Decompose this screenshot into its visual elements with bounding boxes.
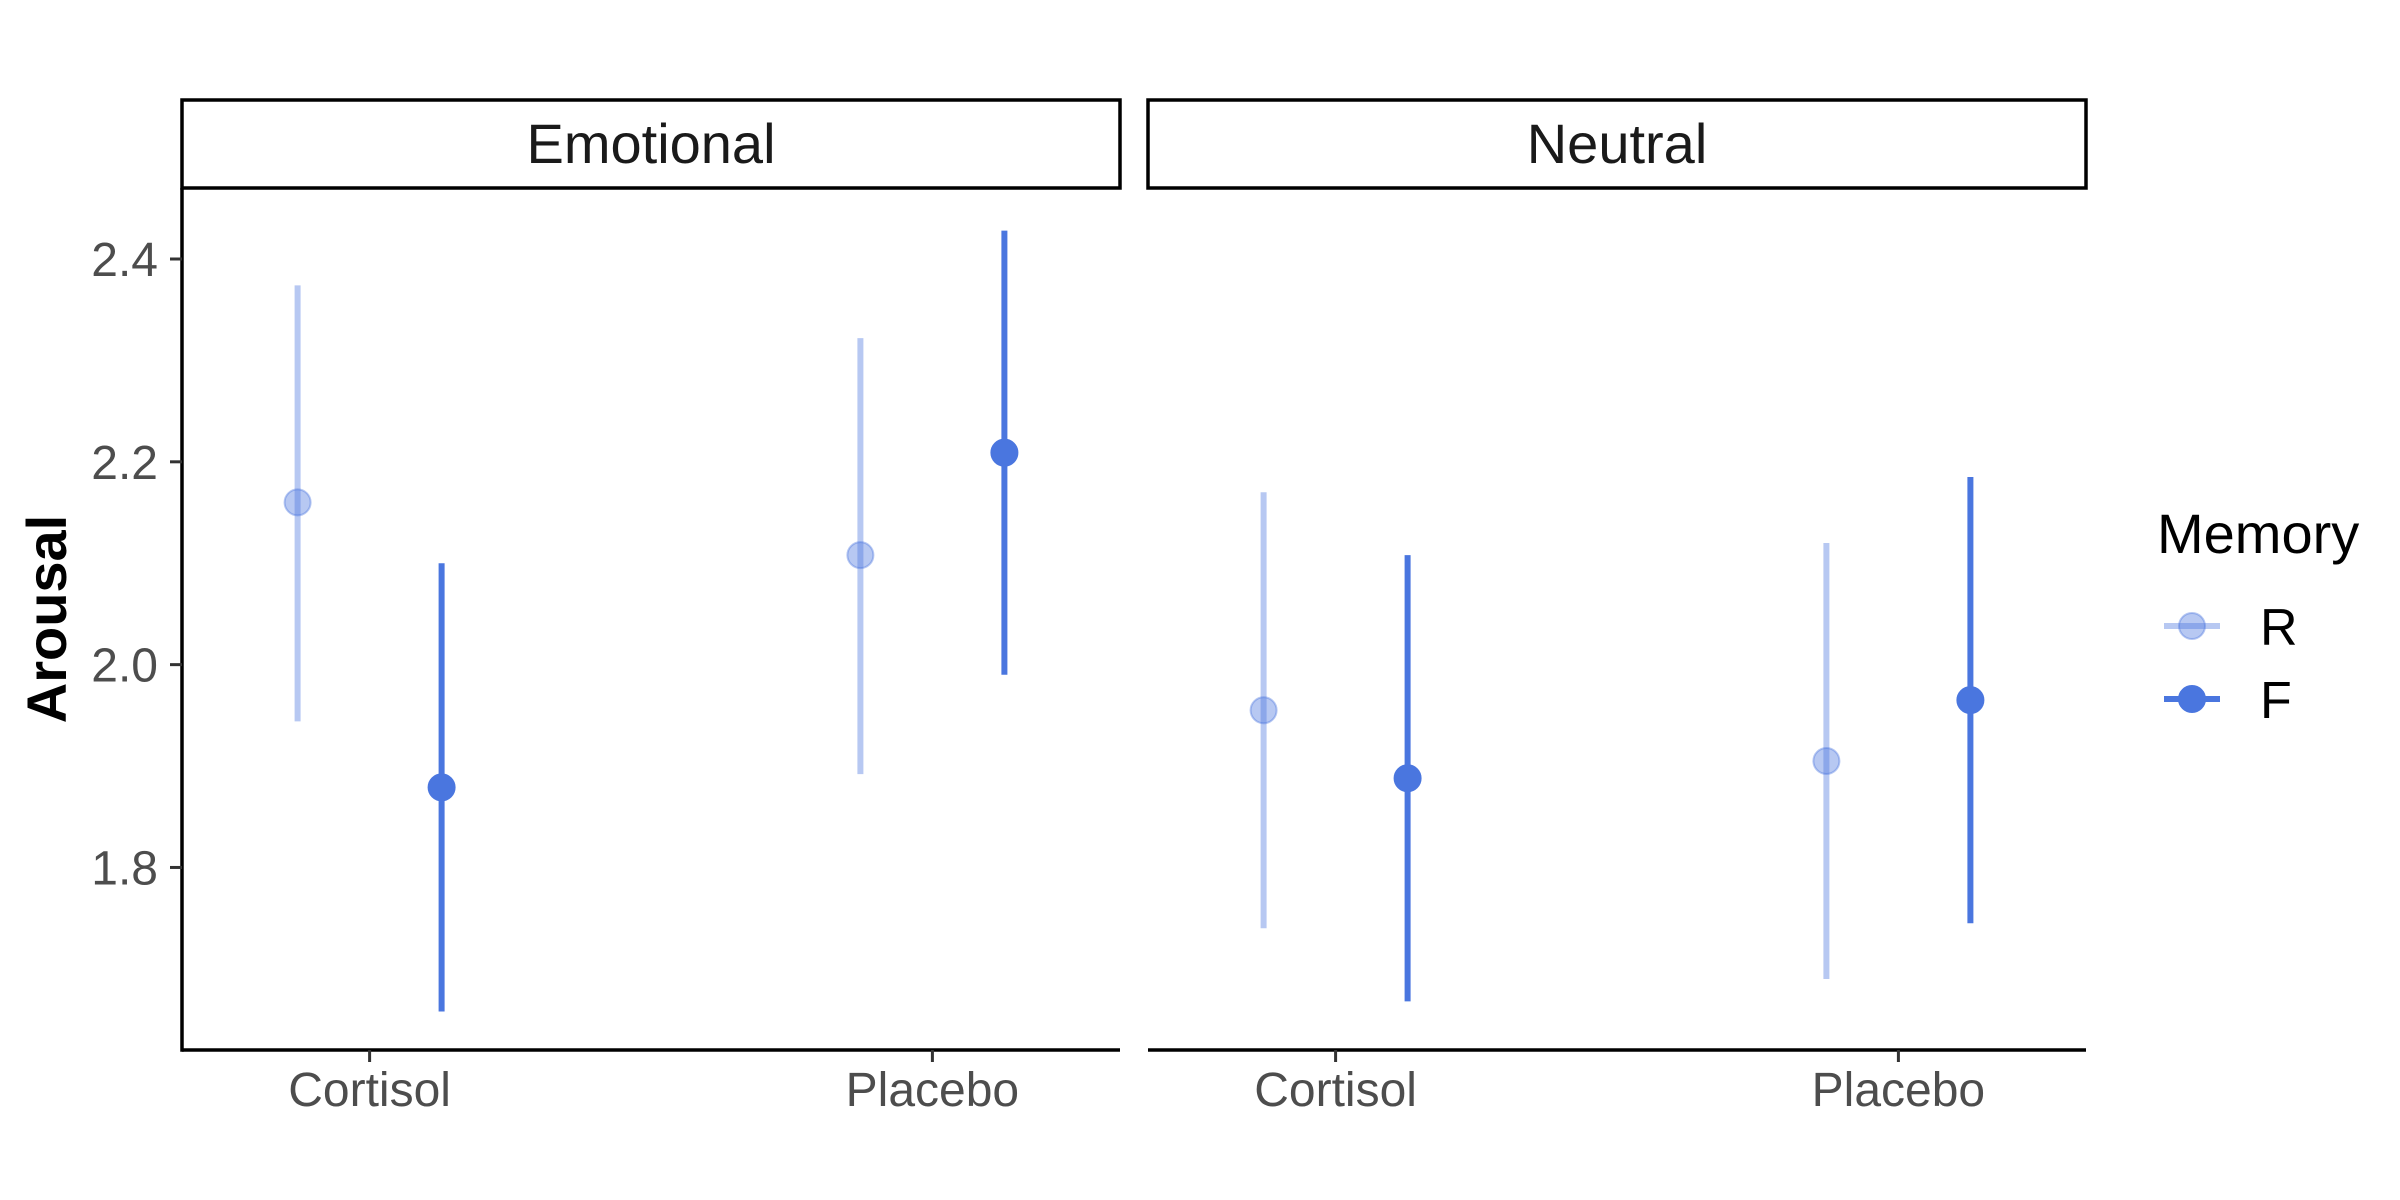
legend-label-r: R xyxy=(2260,599,2298,657)
data-point-r xyxy=(846,541,875,570)
data-point-f xyxy=(427,773,456,802)
facet-label-emotional: Emotional xyxy=(526,112,775,175)
data-point-r xyxy=(283,488,312,517)
x-tick-label: Cortisol xyxy=(1254,1064,1417,1117)
y-tick-label: 2.4 xyxy=(91,234,158,287)
facet-strip-emotional xyxy=(180,98,1122,190)
legend-key-point xyxy=(2178,612,2206,640)
y-tick-label: 2.0 xyxy=(91,640,158,693)
x-tick-label: Placebo xyxy=(1812,1064,1985,1117)
x-tick-label: Cortisol xyxy=(288,1064,451,1117)
data-point-f xyxy=(1956,686,1985,715)
legend-title: Memory xyxy=(2157,502,2359,565)
data-point-f xyxy=(1393,764,1422,793)
facet-strip-neutral xyxy=(1146,98,2088,190)
facet-label-neutral: Neutral xyxy=(1527,112,1708,175)
data-point-f xyxy=(990,438,1019,467)
data-point-r xyxy=(1249,696,1278,725)
legend: Memory RF xyxy=(2157,502,2359,730)
y-axis-title: Arousal xyxy=(15,515,78,724)
legend-key-point xyxy=(2178,685,2206,713)
y-tick-label: 2.2 xyxy=(91,437,158,490)
data-point-r xyxy=(1812,746,1841,775)
y-tick-label: 1.8 xyxy=(91,842,158,895)
x-tick-label: Placebo xyxy=(846,1064,1019,1117)
legend-label-f: F xyxy=(2260,672,2292,730)
